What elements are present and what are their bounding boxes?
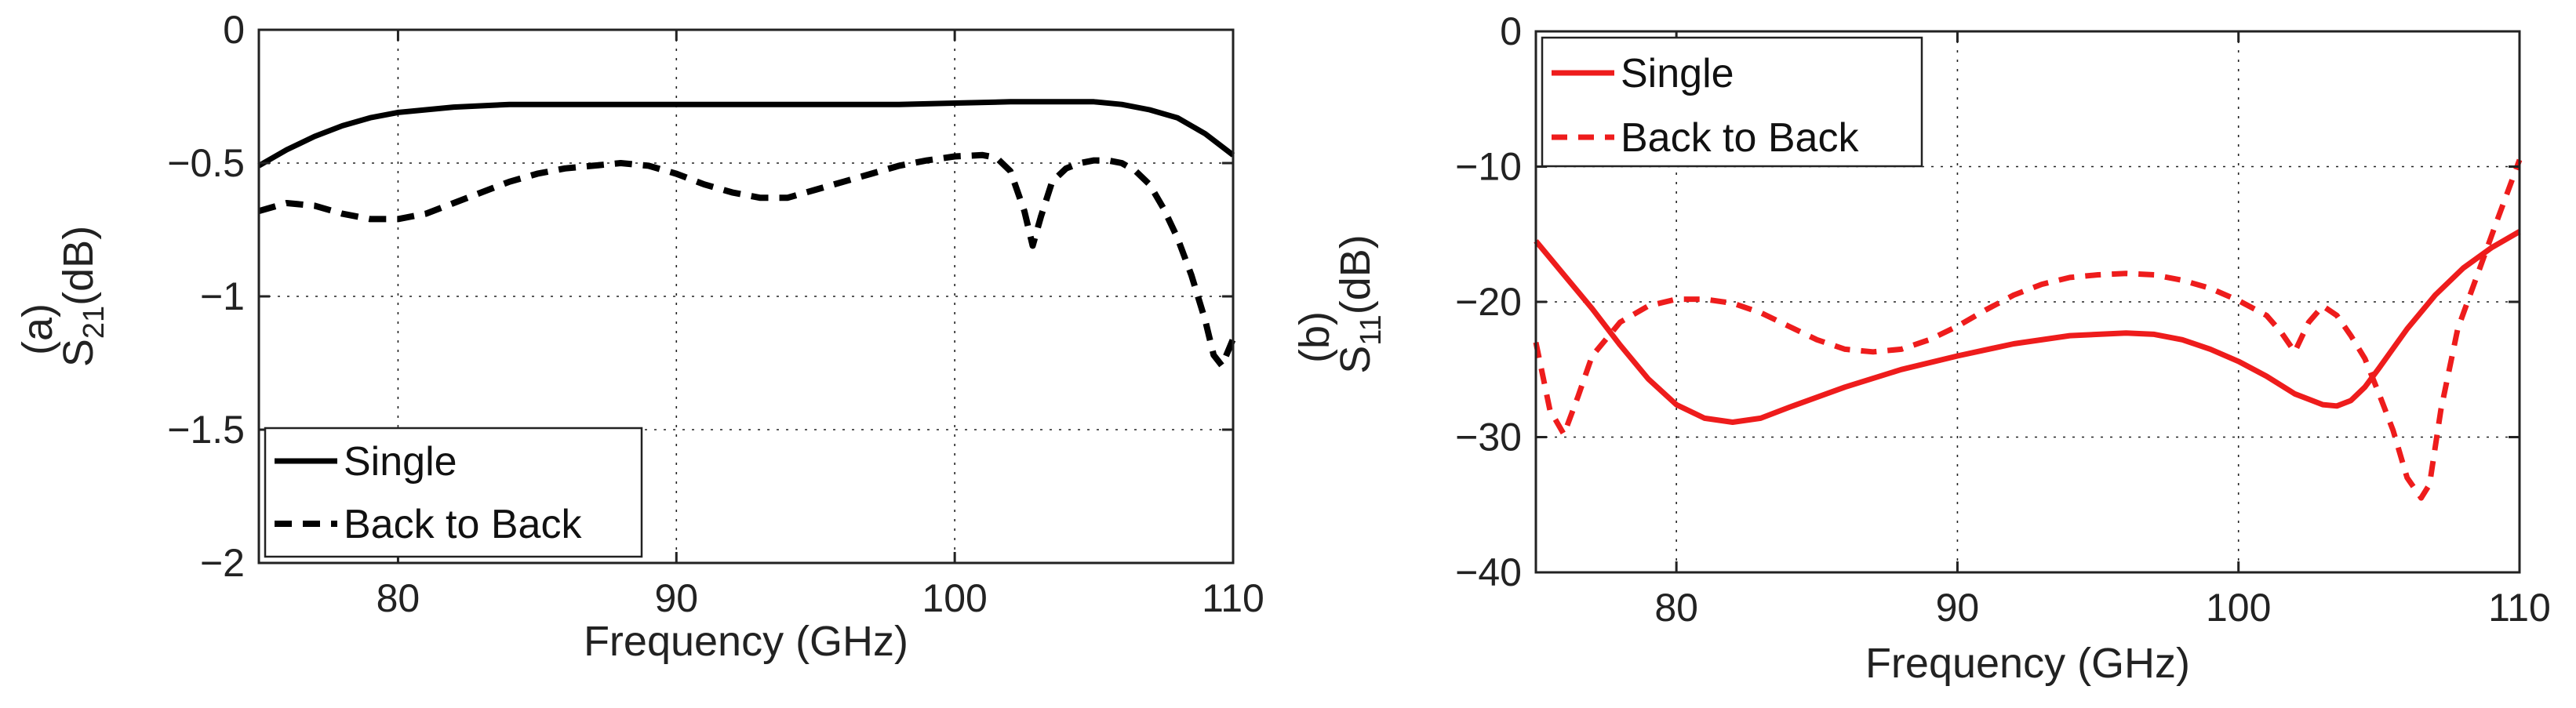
panel-a-xtick-label: 90	[654, 576, 698, 620]
panel-b-xtick-label: 90	[1936, 586, 1980, 630]
panel-a-legend-box	[264, 427, 643, 558]
panel-b-y-label-unit: (dB)	[1332, 234, 1379, 314]
panel-a-ytick-label: −1	[200, 274, 245, 318]
panel-a-ytick-label: −1.5	[167, 408, 245, 452]
panel-b-legend-label: Single	[1621, 51, 1734, 96]
panel-a-y-label-unit: (dB)	[55, 226, 102, 306]
panel-a-panel-tag: (a)	[14, 303, 61, 355]
panel-b-legend-label: Back to Back	[1621, 115, 1859, 161]
panel-b-ytick-label: −40	[1455, 550, 1522, 594]
panel-b-series-single-line	[1534, 229, 2521, 425]
panel-a-legend-label: Back to Back	[344, 502, 582, 547]
panel-a-y-label-subscript: 21	[78, 306, 111, 339]
panel-b-y-label-subscript: 11	[1355, 314, 1388, 345]
panel-b-s11-chart: 80 90 100 110 0 −10 −20 −30 −40 Frequency (GHz) S1…	[1291, 9, 2551, 687]
panel-b-y-axis-label: S11(dB)(b)	[1291, 234, 1388, 374]
panel-a-ytick-label: 0	[223, 8, 245, 52]
panel-b-xtick-label: 100	[2206, 586, 2271, 630]
panel-a-ytick-label: −0.5	[167, 141, 245, 185]
panel-b-xtick-label: 110	[2488, 586, 2551, 630]
panel-b-series-back-to-back-line	[1533, 158, 2523, 501]
panel-b-legend-box	[1541, 36, 1923, 168]
panel-a-series-back-to-back-line	[257, 151, 1236, 369]
panel-b-x-axis-label: Frequency (GHz)	[1865, 640, 2190, 687]
panel-a-s21-chart: 80 90 100 110 0 −0.5 −1 −1.5 −2 Frequency (GHz) S2…	[14, 8, 1264, 665]
panel-b-ytick-label: −20	[1455, 280, 1522, 324]
panel-b-ytick-label: 0	[1500, 9, 1522, 53]
panel-a-y-label-main: S	[55, 339, 102, 367]
panel-b-ytick-label: −10	[1455, 145, 1522, 189]
panel-a-ytick-label: −2	[200, 541, 245, 585]
panel-b-ytick-label: −30	[1455, 416, 1522, 459]
panel-a-x-axis-label: Frequency (GHz)	[584, 618, 908, 665]
panel-a-series-single-line	[257, 99, 1235, 169]
panel-b-y-axis-label-text: S11(dB)	[1332, 234, 1388, 374]
panel-a-y-axis-label: S21(dB)(a)	[14, 226, 111, 367]
panel-a-y-axis-label-text: S21(dB)	[55, 226, 111, 367]
panel-a-xtick-label: 100	[922, 576, 987, 620]
panel-a-xtick-label: 80	[377, 576, 420, 620]
panel-b-xtick-label: 80	[1654, 586, 1698, 630]
panel-a-legend-label: Single	[344, 439, 457, 485]
panel-b-panel-tag: (b)	[1291, 311, 1338, 363]
panel-b-y-label-main: S	[1332, 346, 1379, 374]
panel-a-xtick-label: 110	[1202, 576, 1264, 620]
